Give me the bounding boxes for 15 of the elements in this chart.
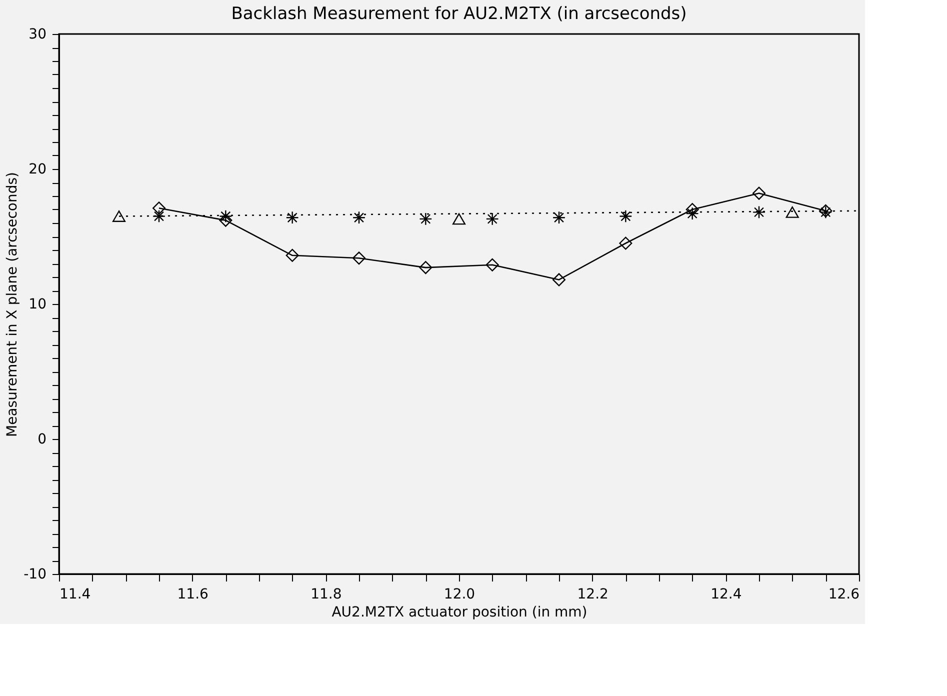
x-tick-label: 12.2 <box>577 586 608 602</box>
x-tick-label: 12.4 <box>710 586 742 602</box>
x-tick-label: 11.8 <box>310 586 342 602</box>
x-tick-label: 12.6 <box>828 586 860 602</box>
chart-title: Backlash Measurement for AU2.M2TX (in arcseconds) <box>231 4 687 24</box>
x-axis-title: AU2.M2TX actuator position (in mm) <box>332 604 588 620</box>
x-tick-label: 12.0 <box>444 586 476 602</box>
x-tick-label: 11.6 <box>177 586 209 602</box>
y-tick-label: 0 <box>38 432 46 448</box>
y-tick-label: 20 <box>28 162 46 178</box>
y-axis-title: Measurement in X plane (arcseconds) <box>4 172 21 437</box>
y-tick-label: 30 <box>28 26 46 42</box>
y-tick-label: 10 <box>28 296 46 312</box>
y-tick-label: -10 <box>24 566 46 582</box>
x-tick-label: 11.4 <box>60 586 91 602</box>
